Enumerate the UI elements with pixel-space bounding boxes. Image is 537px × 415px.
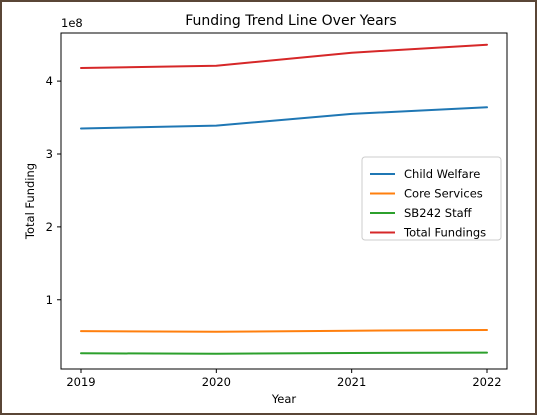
y-tick-label-1: 2 [46, 220, 53, 234]
legend-label-3: Total Fundings [403, 226, 486, 240]
y-tick-label-3: 4 [46, 74, 53, 88]
y-axis-ticks: 1 2 3 4 [46, 74, 61, 307]
series-line-3 [80, 43, 488, 69]
legend-label-2: SB242 Staff [404, 206, 473, 220]
legend-box [361, 156, 502, 241]
chart-title: Funding Trend Line Over Years [185, 13, 396, 29]
series-layer [80, 43, 488, 355]
y-tick-label-0: 1 [46, 293, 53, 307]
x-axis-ticks: 2019 2020 2021 2022 [66, 369, 502, 389]
legend-label-1: Core Services [404, 187, 483, 201]
series-line-1 [80, 329, 488, 333]
x-tick-label-1: 2020 [202, 375, 231, 389]
x-tick-label-3: 2022 [472, 375, 501, 389]
x-axis-label: Year [271, 392, 297, 406]
plot-area [60, 32, 508, 370]
legend: Child Welfare Core Services SB242 Staff Tot… [361, 156, 502, 241]
series-line-2 [80, 351, 488, 355]
y-offset-label: 1e8 [61, 16, 83, 30]
x-tick-label-2: 2021 [337, 375, 366, 389]
legend-label-0: Child Welfare [404, 167, 480, 181]
x-tick-label-0: 2019 [66, 375, 95, 389]
series-line-0 [80, 106, 488, 130]
y-tick-label-2: 3 [46, 147, 53, 161]
y-axis-label: Total Funding [23, 163, 37, 240]
